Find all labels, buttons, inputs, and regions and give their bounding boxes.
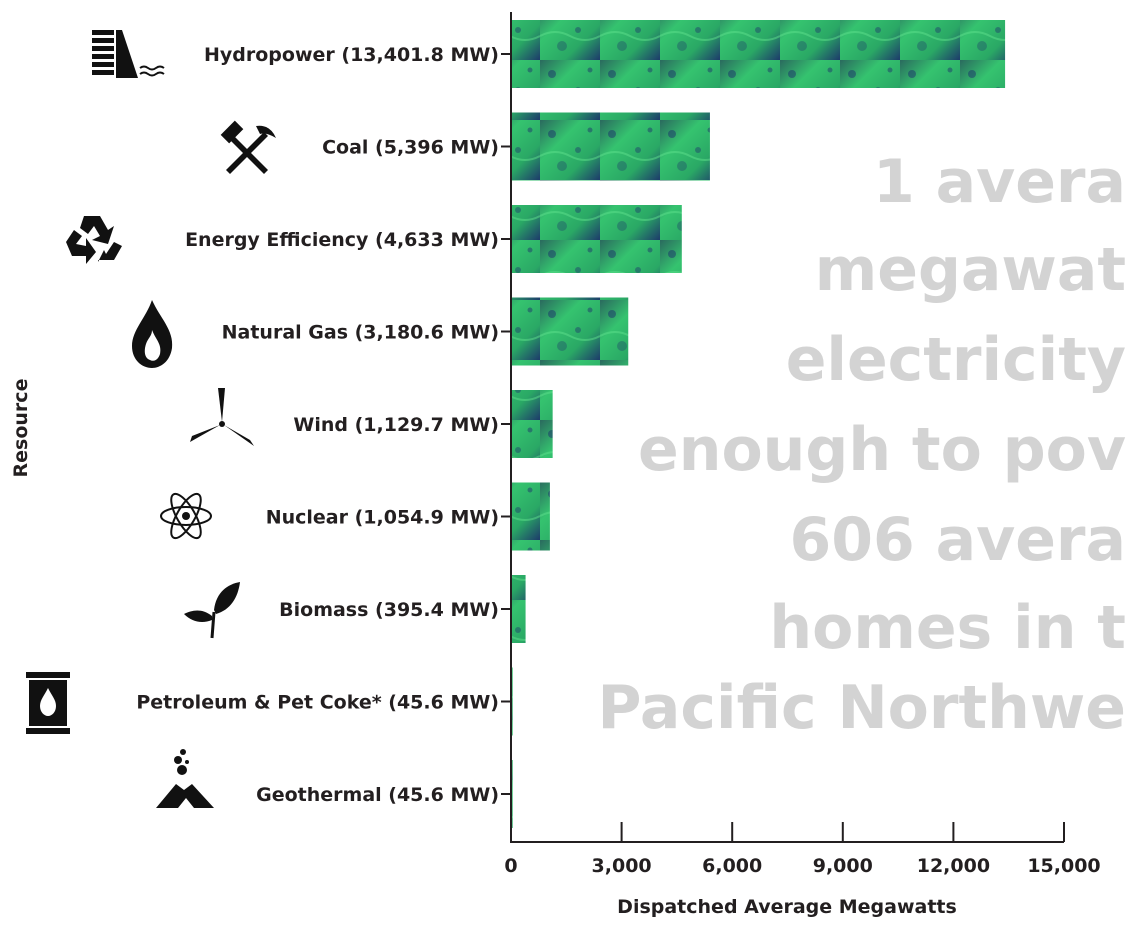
watermark-line: Pacific Northwe xyxy=(598,673,1126,743)
x-tick-label: 9,000 xyxy=(813,855,873,877)
coal-pick-hammer-icon xyxy=(220,120,276,174)
x-tick-label: 0 xyxy=(504,855,517,877)
watermark-text: 1 avera megawat electricity enough to pov 60… xyxy=(598,147,1126,743)
bar-5 xyxy=(511,482,550,551)
bar-series xyxy=(511,20,1006,828)
bar-3 xyxy=(511,297,629,366)
watermark-line: 1 avera xyxy=(873,147,1126,217)
watermark-line: 606 avera xyxy=(789,505,1126,575)
x-tick-label: 15,000 xyxy=(1027,855,1100,877)
bar-4 xyxy=(511,390,553,458)
category-labels: Hydropower (13,401.8 MW) Coal (5,396 MW) E… xyxy=(136,44,499,806)
category-label: Geothermal (45.6 MW) xyxy=(256,784,499,806)
gas-flame-icon xyxy=(132,300,173,368)
bar-6 xyxy=(511,575,526,643)
category-label: Hydropower (13,401.8 MW) xyxy=(204,44,499,66)
category-label: Nuclear (1,054.9 MW) xyxy=(266,507,499,529)
x-tick-labels: 0 3,000 6,000 9,000 12,000 15,000 xyxy=(504,855,1100,877)
leaf-sprout-icon xyxy=(184,582,240,639)
x-tick-label: 12,000 xyxy=(917,855,990,877)
bar-1 xyxy=(511,112,710,181)
watermark-line: electricity xyxy=(786,325,1126,395)
category-label: Natural Gas (3,180.6 MW) xyxy=(222,322,499,344)
category-label: Petroleum & Pet Coke* (45.6 MW) xyxy=(136,692,499,714)
atom-icon xyxy=(160,492,212,540)
x-tick-label: 6,000 xyxy=(702,855,762,877)
recycle-icon xyxy=(66,216,122,264)
y-axis-title: Resource xyxy=(10,379,32,478)
bar-2 xyxy=(511,205,682,273)
bar-0 xyxy=(511,20,1006,88)
category-label: Coal (5,396 MW) xyxy=(322,137,499,159)
wind-turbine-icon xyxy=(190,388,254,446)
watermark-line: enough to pov xyxy=(638,415,1126,485)
watermark-line: homes in t xyxy=(769,593,1126,663)
oil-barrel-icon xyxy=(26,672,70,734)
hydropower-dam-icon xyxy=(92,30,165,78)
y-ticks xyxy=(501,53,511,795)
watermark-line: megawat xyxy=(815,235,1126,305)
category-label: Wind (1,129.7 MW) xyxy=(293,414,499,436)
volcano-icon xyxy=(156,749,214,808)
category-label: Biomass (395.4 MW) xyxy=(279,599,499,621)
x-tick-label: 3,000 xyxy=(592,855,652,877)
x-ticks xyxy=(510,822,1065,842)
x-axis-title: Dispatched Average Megawatts xyxy=(617,896,957,918)
category-label: Energy Efficiency (4,633 MW) xyxy=(185,229,499,251)
